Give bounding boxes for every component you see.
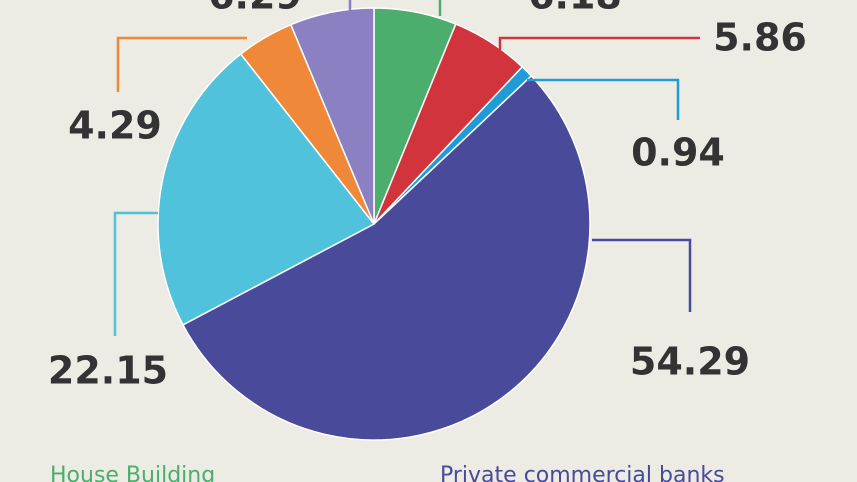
value-label: 54.29 (630, 340, 750, 384)
value-label: 5.86 (713, 16, 807, 60)
pie-slice (181, 74, 591, 441)
legend-label: House Building (50, 463, 215, 482)
value-label: 4.29 (68, 104, 162, 148)
leader-line (116, 36, 247, 92)
leader-line (113, 211, 158, 336)
pie-slice (157, 52, 376, 326)
leader-line (498, 36, 700, 54)
leader-line (592, 238, 692, 312)
value-label: 0.94 (631, 131, 725, 175)
legend-label: Private commercial banks (440, 463, 725, 482)
pie-slice (289, 7, 375, 225)
leader-line (527, 78, 680, 120)
value-label: 6.18 (528, 0, 622, 18)
value-label: 22.15 (48, 349, 168, 393)
value-label: 6.29 (208, 0, 302, 18)
